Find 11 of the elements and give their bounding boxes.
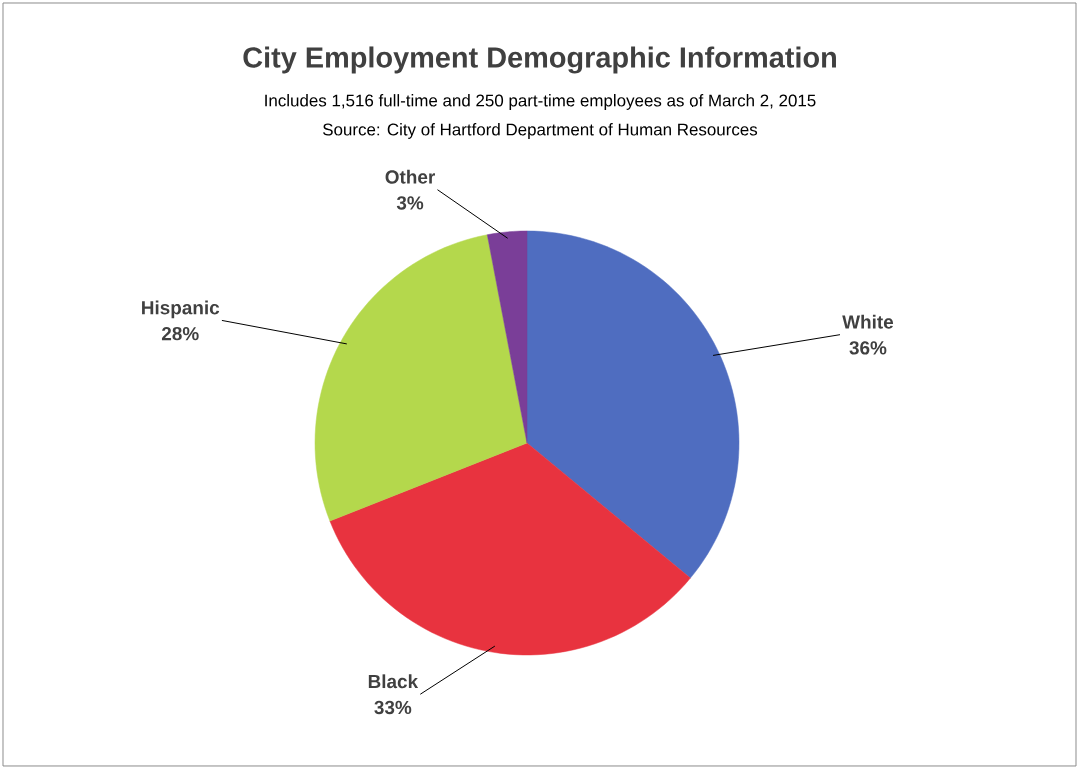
data-label: 28% bbox=[161, 326, 199, 341]
chart-title: City Employment Demographic Information bbox=[243, 46, 836, 74]
data-label: 33% bbox=[374, 700, 412, 715]
source-note: Source: City of Hartford Department of Human Resources bbox=[323, 123, 758, 139]
chart-subtitle: Includes 1,516 full-time and 250 part-time employees as of March 2, 2015 bbox=[265, 94, 816, 110]
data-label: 36% bbox=[849, 341, 887, 355]
data-label: 3% bbox=[396, 196, 424, 210]
slice-label: Black bbox=[368, 674, 419, 689]
slice-label: White bbox=[842, 314, 894, 329]
slice-label: Hispanic bbox=[142, 300, 220, 319]
slice-label: Other bbox=[385, 169, 435, 184]
